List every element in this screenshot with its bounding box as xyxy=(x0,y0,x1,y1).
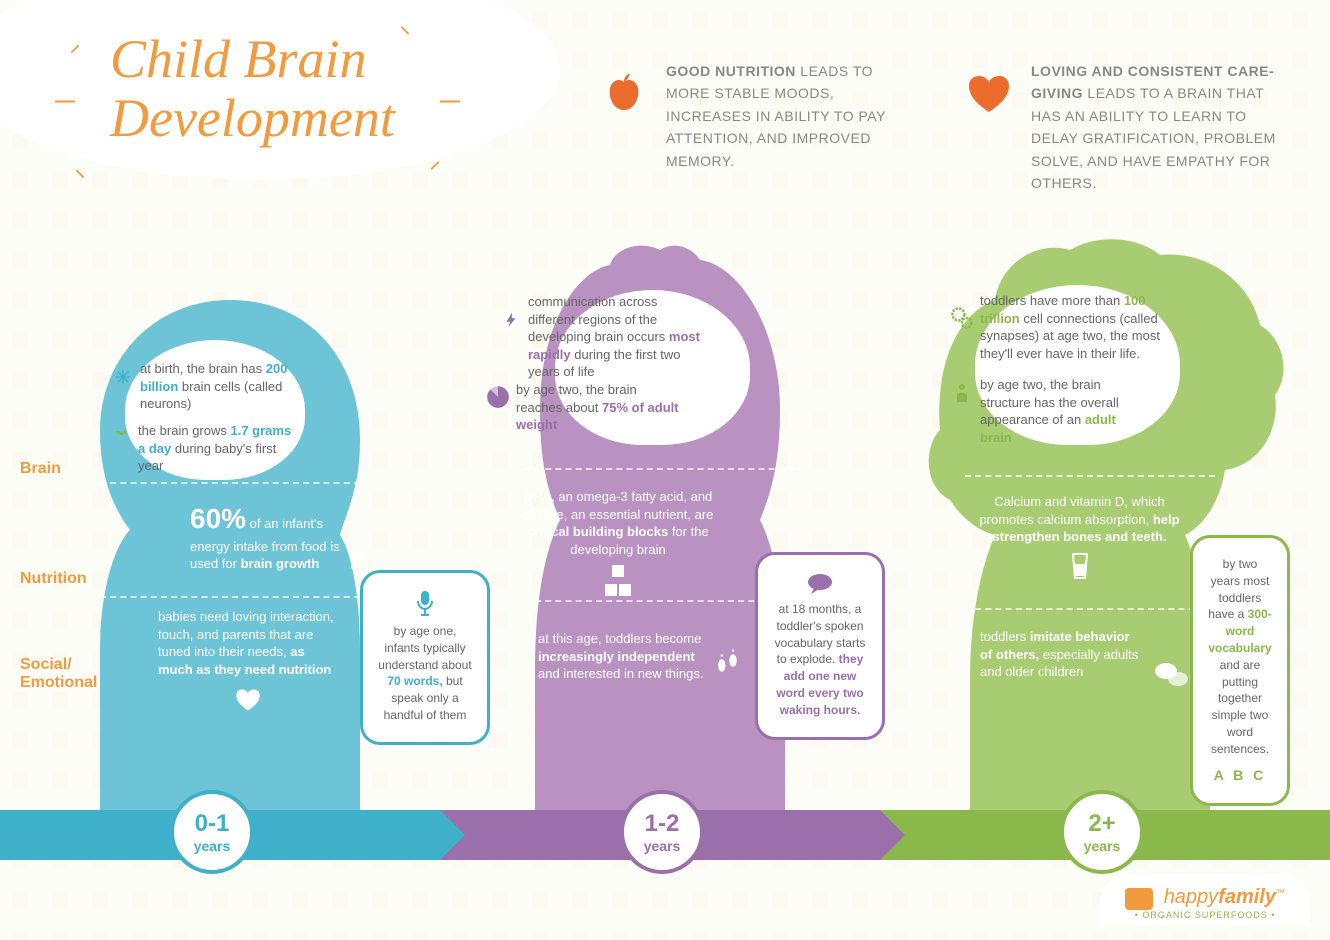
dash-decoration: ⸌ xyxy=(400,20,410,47)
header-caregiving-block: LOVING AND CONSISTENT CARE-GIVING LEADS … xyxy=(965,60,1285,194)
age-range: 0-1 xyxy=(195,810,230,838)
header-nutrition-bold: GOOD NUTRITION xyxy=(666,63,796,79)
fact-communication: communication across different regions o… xyxy=(528,293,703,381)
footer-logo: happyfamily™ • ORGANIC SUPERFOODS • xyxy=(1100,874,1310,925)
pie-icon xyxy=(486,385,510,409)
carrot-icon xyxy=(346,549,370,573)
dash-decoration: ⸝ xyxy=(70,30,80,57)
heart-small-icon xyxy=(234,686,262,714)
footprints-icon xyxy=(713,648,743,678)
bolt-icon xyxy=(502,311,520,329)
dash-decoration: ⸍ xyxy=(430,155,440,182)
snowflake-icon xyxy=(114,368,132,386)
fact-neurons: at birth, the brain has 200 billion brai… xyxy=(140,360,310,413)
fact-independent: at this age, toddlers become increasingl… xyxy=(538,630,708,683)
arrow-tip xyxy=(440,810,465,860)
bubble-70words: by age one, infants typically understand… xyxy=(360,570,490,745)
chat-icon xyxy=(1154,661,1190,691)
bubble-300words: by two years most toddlers have a 300-wo… xyxy=(1190,535,1290,806)
fact-imitate: toddlers imitate behavior of others, esp… xyxy=(980,628,1140,681)
arrow-tip xyxy=(880,810,905,860)
title-line1: Child Brain xyxy=(110,29,367,89)
age-label: years xyxy=(1084,838,1121,854)
divider xyxy=(965,475,1215,477)
blocks-icon xyxy=(508,564,728,601)
brand-bold: family xyxy=(1218,886,1276,908)
dash-decoration: — xyxy=(440,90,460,113)
age-range: 1-2 xyxy=(645,810,680,838)
heart-icon xyxy=(965,70,1013,118)
age-badge-2: 1-2 years xyxy=(620,790,704,874)
person-icon xyxy=(952,382,972,402)
speech-icon xyxy=(806,573,834,595)
age-range: 2+ xyxy=(1088,810,1115,838)
row-label-brain: Brain xyxy=(20,460,61,478)
age-label: years xyxy=(194,838,231,854)
fact-adult-brain: by age two, the brain structure has the … xyxy=(980,376,1140,446)
fact-adult-weight: by age two, the brain reaches about 75% … xyxy=(516,381,686,434)
divider xyxy=(965,608,1215,610)
header-nutrition-text: GOOD NUTRITION LEADS TO MORE STABLE MOOD… xyxy=(666,60,920,172)
abc-icon: A B C xyxy=(1207,766,1273,786)
divider xyxy=(100,482,360,484)
main-title: Child Brain Development xyxy=(110,30,395,149)
glass-icon xyxy=(1068,552,1092,580)
fact-energy: 60% of an infant's energy intake from fo… xyxy=(190,500,360,573)
age-label: years xyxy=(644,838,681,854)
row-label-nutrition: Nutrition xyxy=(20,570,87,588)
logo-tagline: • ORGANIC SUPERFOODS • xyxy=(1125,910,1285,920)
fact-dha: DHA, an omega-3 fatty acid, and choline,… xyxy=(508,488,728,601)
dash-decoration: — xyxy=(55,90,75,113)
microphone-icon xyxy=(415,591,435,617)
tm: ™ xyxy=(1276,888,1285,898)
fact-calcium: Calcium and vitamin D, which promotes ca… xyxy=(972,493,1187,580)
fact-brain-grows: the brain grows 1.7 grams a day during b… xyxy=(138,422,298,475)
fact-synapses: toddlers have more than 100 trillion cel… xyxy=(980,292,1160,362)
age-badge-1: 0-1 years xyxy=(170,790,254,874)
fact-loving: babies need loving interaction, touch, a… xyxy=(158,608,338,714)
logo-mark xyxy=(1125,888,1153,910)
header-caregiving-text: LOVING AND CONSISTENT CARE-GIVING LEADS … xyxy=(1031,60,1285,194)
brand-light: happy xyxy=(1164,886,1219,908)
divider xyxy=(525,468,805,470)
age-timeline: 0-1 years 1-2 years 2+ years xyxy=(0,810,1330,860)
bubble-vocabulary: at 18 months, a toddler's spoken vocabul… xyxy=(755,552,885,740)
apple-icon xyxy=(600,70,648,118)
gears-icon xyxy=(950,306,974,330)
header-nutrition-block: GOOD NUTRITION LEADS TO MORE STABLE MOOD… xyxy=(600,60,920,172)
title-line2: Development xyxy=(110,88,395,148)
sprout-icon xyxy=(112,426,130,444)
age-badge-3: 2+ years xyxy=(1060,790,1144,874)
dash-decoration: ⸜ xyxy=(75,155,85,182)
row-label-social: Social/ Emotional xyxy=(20,656,100,692)
logo-text: happyfamily™ xyxy=(1164,886,1285,908)
divider xyxy=(100,596,360,598)
